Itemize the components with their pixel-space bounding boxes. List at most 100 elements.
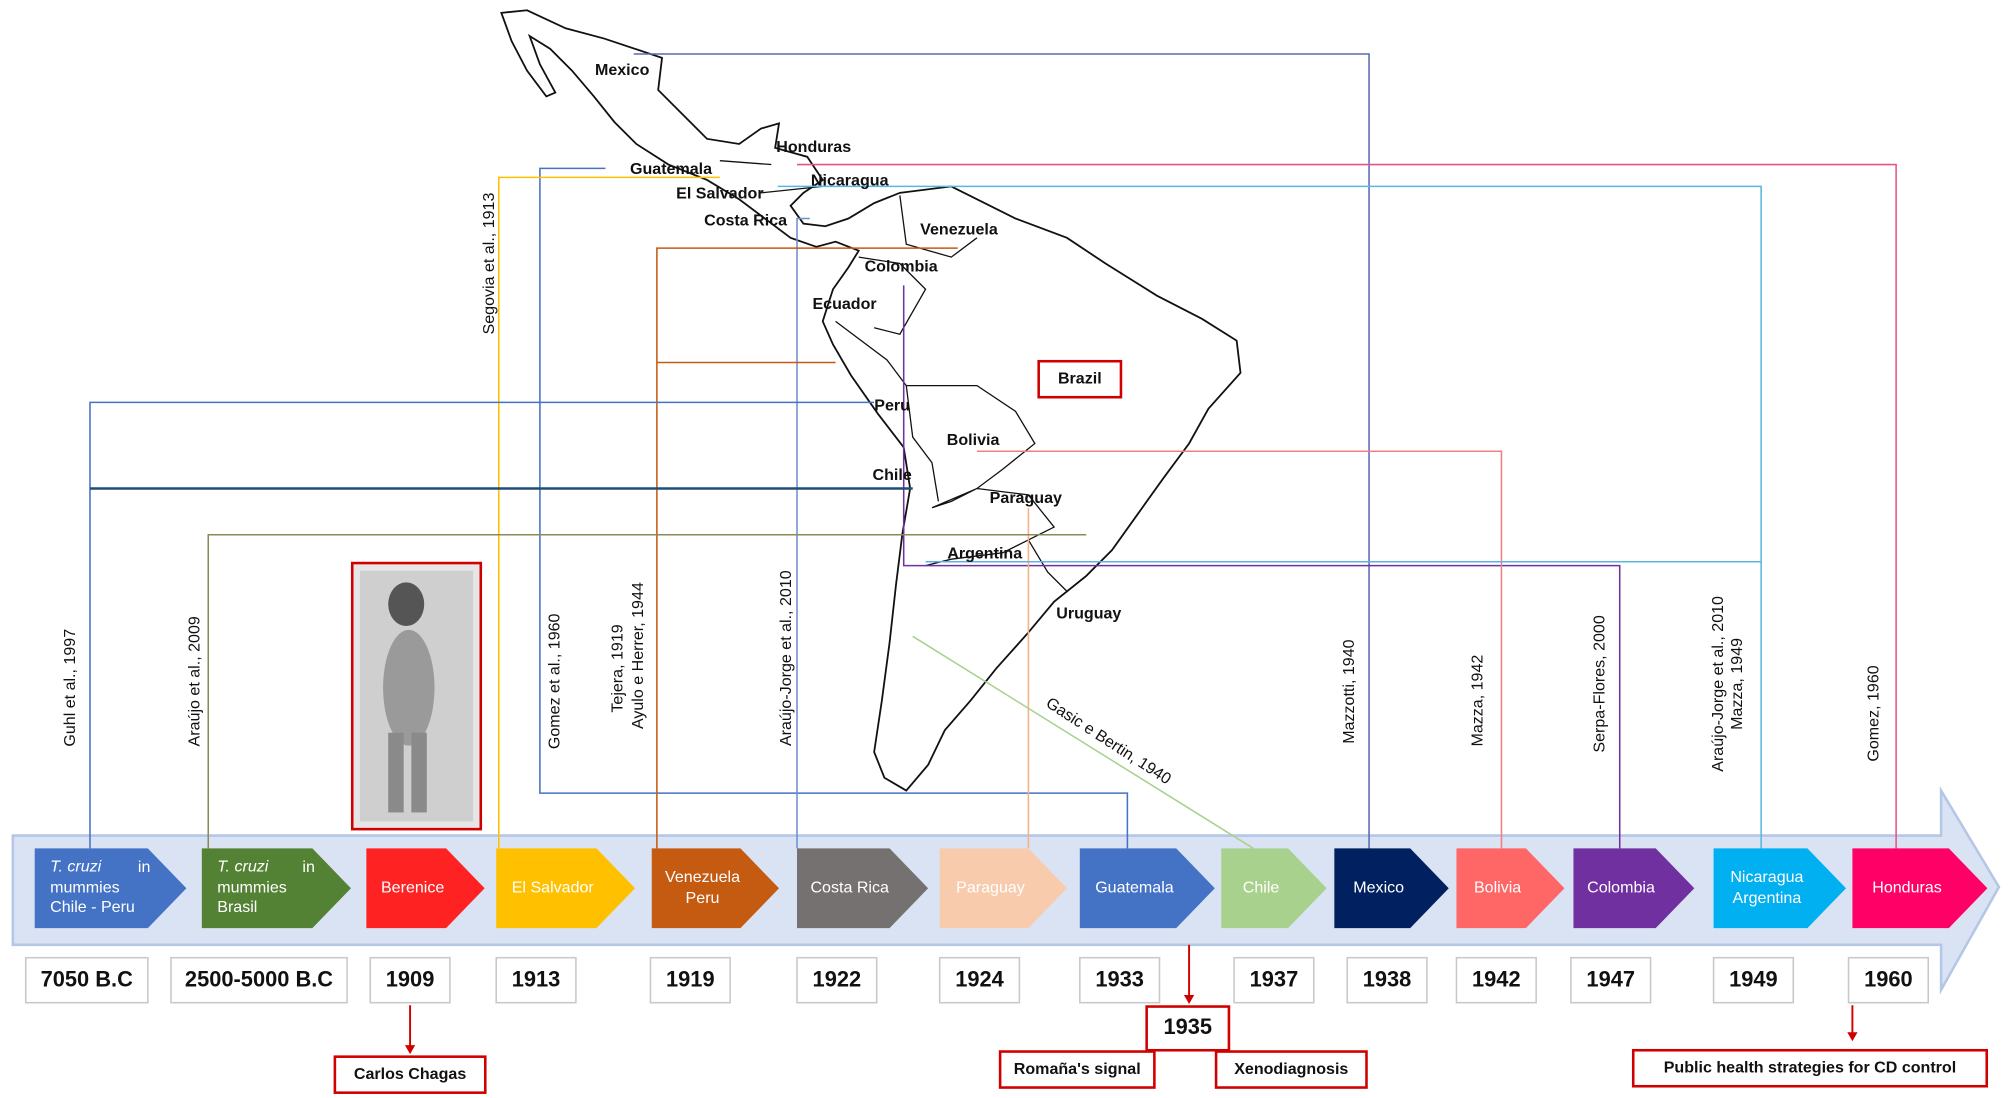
year: 1938 xyxy=(1363,967,1412,992)
connector xyxy=(656,247,958,849)
year-box xyxy=(24,956,149,1004)
year: 1947 xyxy=(1586,967,1635,992)
year: 1937 xyxy=(1250,967,1299,992)
country-label: Uruguay xyxy=(1056,605,1121,623)
year-box xyxy=(649,956,731,1004)
note-box xyxy=(333,1055,487,1094)
year-box xyxy=(369,956,451,1004)
citation: Gomez, 1960 xyxy=(1865,665,1883,761)
country-label: Costa Rica xyxy=(704,211,788,229)
note-arrowhead xyxy=(404,1045,416,1055)
event-label: Brasil xyxy=(217,898,257,916)
country-label: Venezuela xyxy=(920,220,999,238)
organism: T. cruzi xyxy=(217,858,269,876)
map xyxy=(500,9,1242,792)
event-chevron xyxy=(1713,848,1846,929)
country-label: Paraguay xyxy=(990,489,1062,507)
event-label: El Salvador xyxy=(512,879,595,897)
year: 7050 B.C xyxy=(41,967,134,992)
country-label: Bolivia xyxy=(947,431,1001,449)
country-label: Brazil xyxy=(1058,369,1102,387)
connector xyxy=(207,533,1087,849)
connector xyxy=(539,167,1129,849)
event-label: T. cruzi xyxy=(217,858,269,876)
event-label: Chile - Peru xyxy=(50,898,135,916)
year: 1909 xyxy=(386,967,435,992)
borders xyxy=(719,160,1087,593)
event-label: Guatemala xyxy=(1095,879,1174,897)
note-arrowhead xyxy=(1183,994,1195,1004)
event-chevron xyxy=(1573,848,1695,929)
citation: Araújo-Jorge et al., 2010 xyxy=(777,570,795,746)
note-box xyxy=(998,1050,1156,1089)
citation: Ayulo e Herrer, 1944 xyxy=(629,582,647,729)
event-label: mummies xyxy=(217,879,287,897)
event-label: in xyxy=(302,858,315,876)
year: 1960 xyxy=(1864,967,1913,992)
year-box xyxy=(1570,956,1652,1004)
event-label: Venezuela xyxy=(665,868,740,886)
event-chevron xyxy=(1079,848,1215,929)
event-chevron xyxy=(1456,848,1565,929)
citation: Gasic e Bertin, 1940 xyxy=(1043,694,1175,788)
country-label: Nicaragua xyxy=(811,172,890,190)
country-label: Argentina xyxy=(947,544,1023,562)
year-box xyxy=(170,956,348,1004)
citation: Tejera, 1919 xyxy=(609,624,627,712)
year: 1949 xyxy=(1729,967,1778,992)
year-box xyxy=(495,956,577,1004)
year: 1933 xyxy=(1095,967,1144,992)
follow-up-year: 1935 xyxy=(1163,1014,1212,1039)
event-chevron xyxy=(1221,848,1327,929)
event-chevron xyxy=(496,848,636,929)
year: 1924 xyxy=(955,967,1004,992)
event-label: Paraguay xyxy=(956,879,1025,897)
year-box xyxy=(796,956,878,1004)
event-label: Berenice xyxy=(381,879,444,897)
connectors xyxy=(89,53,1897,850)
citation: Mazza, 1942 xyxy=(1469,655,1487,747)
note: Public health strategies for CD control xyxy=(1664,1059,1956,1077)
event-label: Nicaragua xyxy=(1730,868,1803,886)
event-chevron xyxy=(366,848,485,929)
event-label: Chile xyxy=(1243,879,1280,897)
country-label: Ecuador xyxy=(812,295,876,313)
event-chevron xyxy=(34,848,187,929)
connector xyxy=(976,450,1503,849)
photo xyxy=(350,561,483,831)
year: 1913 xyxy=(512,967,561,992)
citation: Serpa-Flores, 2000 xyxy=(1591,615,1609,752)
event-label: Bolivia xyxy=(1474,879,1521,897)
organism: T. cruzi xyxy=(50,858,102,876)
event-chevron xyxy=(939,848,1067,929)
year-box xyxy=(1079,956,1161,1004)
event-label: T. cruzi xyxy=(50,858,102,876)
connector xyxy=(797,163,1897,849)
citation: Mazza, 1949 xyxy=(1728,638,1746,730)
citation: Guhl et al., 1997 xyxy=(61,629,79,747)
country-label: Chile xyxy=(873,466,912,484)
note-box xyxy=(1631,1048,1989,1088)
year: 1919 xyxy=(666,967,715,992)
year: 1922 xyxy=(813,967,862,992)
connector xyxy=(633,53,1370,849)
continent-outline xyxy=(500,9,1242,792)
year-box xyxy=(938,956,1021,1004)
country-label: Guatemala xyxy=(630,160,713,178)
diagram-content: Mexico Honduras Guatemala Nicaragua El Salva… xyxy=(11,9,2001,1094)
note: Xenodiagnosis xyxy=(1234,1060,1348,1078)
connector xyxy=(89,401,875,849)
note: Romaña's signal xyxy=(1014,1060,1141,1078)
country-label: El Salvador xyxy=(676,184,763,202)
country-label: Mexico xyxy=(595,61,650,79)
note: Carlos Chagas xyxy=(354,1065,466,1083)
event-label: mummies xyxy=(50,879,120,897)
connector xyxy=(902,285,1621,849)
country-label: Honduras xyxy=(776,138,851,156)
citation: Araújo et al., 2009 xyxy=(186,616,204,746)
event-label: Colombia xyxy=(1587,879,1655,897)
country-label: Colombia xyxy=(865,258,939,276)
country-box xyxy=(1037,359,1123,399)
event-label: Costa Rica xyxy=(810,879,889,897)
